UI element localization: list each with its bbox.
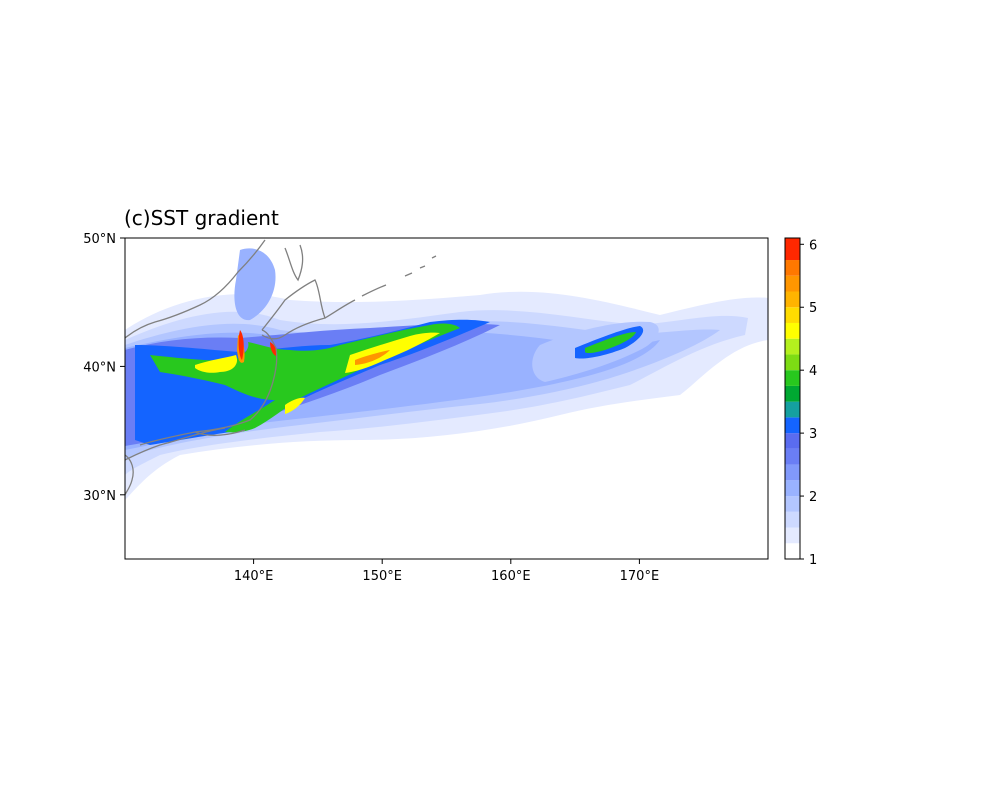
- colorbar-segment: [785, 511, 800, 528]
- coastline-honshu: [139, 329, 278, 446]
- coastline-kurils: [324, 255, 437, 319]
- colorbar-segment: [785, 291, 800, 308]
- lat-tick-label: 40°N: [83, 360, 116, 375]
- colorbar-segment: [785, 238, 800, 261]
- lon-tick-label: 150°E: [362, 569, 402, 584]
- map-title: (c)SST gradient: [124, 206, 279, 230]
- colorbar-segment: [785, 322, 800, 339]
- lon-tick-label: 160°E: [491, 569, 531, 584]
- colorbar-tick-label: 3: [809, 427, 817, 442]
- lon-tick-label: 140°E: [234, 569, 274, 584]
- map-frame: [124, 237, 769, 560]
- colorbar-tick-label: 1: [809, 553, 817, 568]
- colorbar-tick-label: 4: [809, 364, 817, 379]
- lat-tick-label: 50°N: [83, 232, 116, 247]
- sst-gradient-field: [125, 248, 768, 500]
- latitude-axis: 30°N 40°N 50°N: [83, 232, 125, 504]
- colorbar-segment: [785, 385, 800, 402]
- coastline-hokkaido: [261, 279, 326, 340]
- colorbar: 1 2 3 4 5 6: [784, 237, 817, 568]
- colorbar-segment: [785, 338, 800, 355]
- colorbar-segment: [785, 354, 800, 371]
- coastline-kyushu: [125, 454, 134, 496]
- colorbar-segment: [785, 260, 800, 276]
- colorbar-tick-label: 6: [809, 238, 817, 253]
- coastline-asia-mainland: [125, 239, 266, 461]
- colorbar-segment: [785, 496, 800, 512]
- colorbar-segment: [785, 464, 800, 481]
- colorbar-segment: [785, 527, 800, 544]
- colorbar-segment: [785, 401, 800, 418]
- colorbar-segment: [785, 433, 800, 449]
- colorbar-segment: [785, 448, 800, 465]
- colorbar-tick-label: 5: [809, 301, 817, 316]
- colorbar-tick-label: 2: [809, 490, 817, 505]
- longitude-axis: 140°E 150°E 160°E 170°E: [234, 559, 659, 584]
- coastline-sakhalin: [284, 244, 304, 282]
- colorbar-segment: [785, 370, 800, 386]
- contour-north-blob: [234, 248, 276, 321]
- colorbar-segment: [785, 480, 800, 497]
- lat-tick-label: 30°N: [83, 489, 116, 504]
- contour-level-10: [238, 330, 277, 360]
- colorbar-segment: [785, 417, 800, 434]
- contour-east-core: [585, 332, 636, 354]
- lon-tick-label: 170°E: [620, 569, 660, 584]
- colorbar-segment: [785, 275, 800, 292]
- colorbar-segment: [785, 307, 800, 323]
- coastlines: [125, 239, 437, 496]
- colorbar-segment: [785, 543, 800, 559]
- colorbar-frame: [784, 237, 801, 560]
